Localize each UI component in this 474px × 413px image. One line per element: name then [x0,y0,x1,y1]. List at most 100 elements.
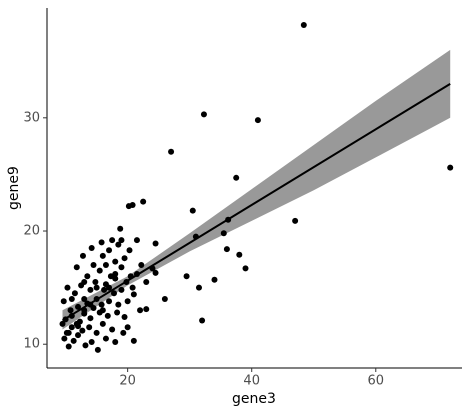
point [93,284,100,291]
point [220,230,227,237]
point [106,298,113,305]
point [112,275,119,282]
x-axis-title: gene3 [232,391,276,407]
point [87,286,94,293]
point [75,332,82,339]
point [90,261,97,268]
y-tick-label: 10 [23,337,40,352]
point [120,329,127,336]
point [133,237,140,244]
point [59,320,66,327]
point [195,284,202,291]
point [61,335,68,342]
point [88,245,95,251]
point [110,290,117,297]
point [152,240,159,247]
point [112,258,119,265]
point [70,337,77,344]
point [211,276,218,283]
point [99,307,106,314]
point [98,301,105,308]
point [81,278,88,285]
point [168,148,175,155]
point [130,337,137,344]
point [292,217,299,224]
point [93,329,100,336]
point [67,307,74,314]
point [71,290,78,297]
point [118,237,125,244]
point [92,278,99,285]
fit-line [61,82,451,322]
point [114,309,121,316]
y-tick-label: 20 [23,224,40,239]
point [106,247,113,254]
point [183,273,190,280]
point [121,255,128,262]
point [98,239,105,246]
point [115,241,122,248]
point [106,284,113,291]
point [88,338,95,345]
point [60,298,67,305]
point [112,338,119,345]
point [101,286,108,293]
point [102,261,109,268]
confidence-band [62,49,451,330]
point [118,264,125,271]
point [65,343,72,350]
point [121,314,128,321]
point [140,198,147,205]
point [126,247,133,254]
point [79,327,86,334]
point [152,269,159,276]
point [124,298,131,305]
point [75,303,82,310]
point [137,307,144,314]
point [143,278,150,285]
point [75,323,82,330]
point [109,326,116,333]
point [236,251,243,258]
point [96,267,103,274]
point [102,335,109,342]
point [200,111,207,118]
point [87,315,94,322]
point [76,318,83,325]
point [143,306,150,313]
point [81,295,88,302]
point [109,237,116,244]
point [68,324,75,331]
point [118,286,125,293]
point [99,252,106,259]
point [129,284,136,291]
point [65,329,72,336]
point [73,264,80,271]
point [130,291,137,298]
point [300,21,307,28]
point [104,312,111,319]
point [129,201,136,208]
point [84,273,91,280]
point [447,164,454,171]
point [94,346,101,353]
point [199,317,206,324]
point [115,301,122,308]
point [68,295,75,302]
point [86,324,93,331]
x-tick-label: 40 [243,374,260,389]
point [112,271,119,278]
point [161,295,168,302]
point [242,265,249,272]
point [82,342,89,349]
x-tick-label: 20 [119,374,136,389]
point [254,117,261,124]
point [79,252,86,259]
point [223,246,230,253]
point [64,284,71,291]
point [99,320,106,327]
y-tick-label: 30 [23,110,40,125]
point [117,225,124,232]
point [138,261,145,268]
